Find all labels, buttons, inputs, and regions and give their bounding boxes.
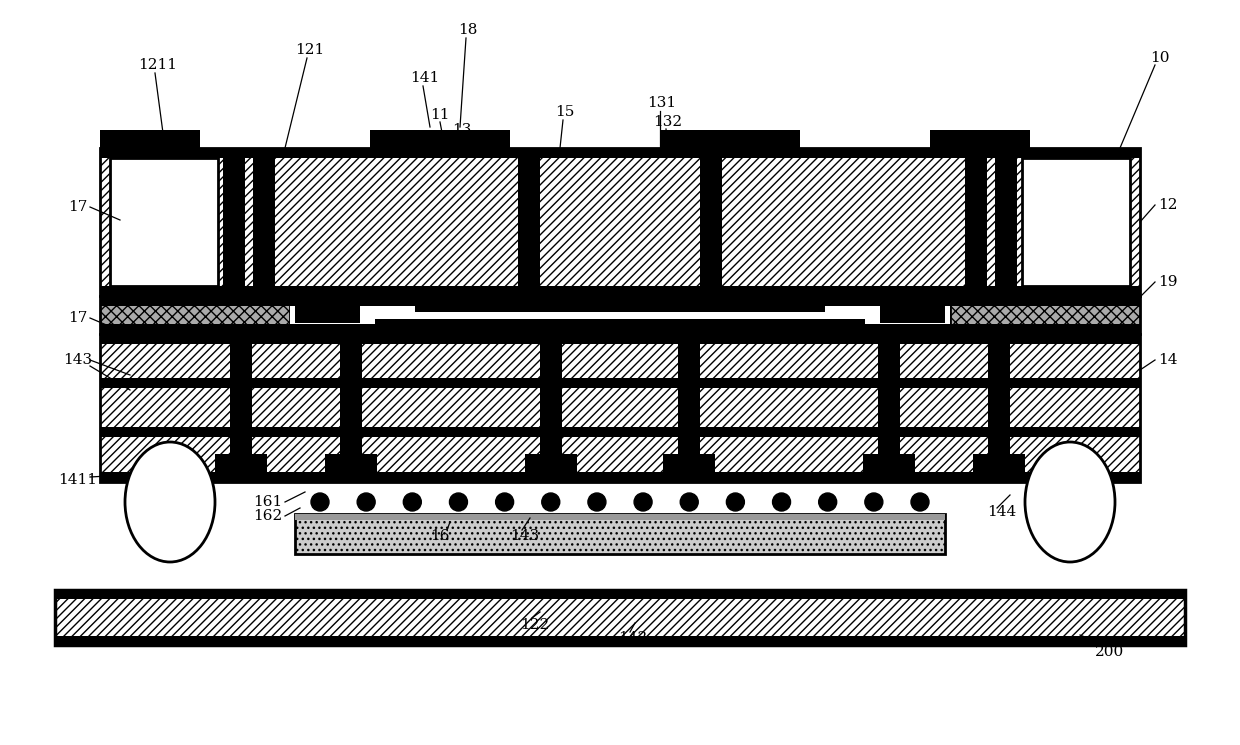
Bar <box>100 334 1140 482</box>
Bar <box>100 148 1140 296</box>
Bar <box>518 158 539 286</box>
Bar <box>100 324 1140 334</box>
Text: 19: 19 <box>1158 275 1178 289</box>
Bar <box>660 130 800 148</box>
Bar <box>55 590 1185 645</box>
Text: 200: 200 <box>1095 645 1125 659</box>
Text: 18: 18 <box>459 23 477 37</box>
Text: 162: 162 <box>253 509 283 523</box>
Bar <box>878 344 900 472</box>
Text: 12: 12 <box>1158 198 1178 212</box>
Bar <box>253 158 275 286</box>
Bar <box>950 296 1140 334</box>
Text: 1211: 1211 <box>139 58 177 72</box>
Bar <box>988 344 1011 472</box>
Text: 144: 144 <box>987 505 1017 519</box>
Text: 132: 132 <box>653 115 682 129</box>
Circle shape <box>634 493 652 511</box>
Circle shape <box>496 493 513 511</box>
Circle shape <box>911 493 929 511</box>
Bar <box>110 158 218 286</box>
Bar <box>215 454 267 472</box>
Text: 143: 143 <box>511 529 539 543</box>
Text: 141: 141 <box>410 71 440 85</box>
Bar <box>930 130 1030 148</box>
Bar <box>663 454 715 472</box>
Circle shape <box>449 493 467 511</box>
Text: 15: 15 <box>556 105 574 119</box>
Text: 13: 13 <box>453 123 471 137</box>
Ellipse shape <box>125 442 215 562</box>
Bar <box>539 344 562 472</box>
Text: 16: 16 <box>430 529 450 543</box>
Text: 10: 10 <box>1151 51 1169 65</box>
Bar <box>863 454 915 472</box>
Bar <box>100 286 1140 296</box>
Bar <box>55 636 1185 645</box>
Text: 11: 11 <box>430 108 450 122</box>
Circle shape <box>681 493 698 511</box>
Bar <box>678 344 701 472</box>
Bar <box>880 299 945 323</box>
Circle shape <box>357 493 376 511</box>
Text: 143: 143 <box>63 353 93 367</box>
Bar <box>55 590 1185 599</box>
Bar <box>295 299 360 323</box>
Bar <box>100 378 1140 388</box>
Bar <box>973 454 1025 472</box>
Bar <box>100 296 290 334</box>
Bar <box>340 344 362 472</box>
Text: 121: 121 <box>295 43 325 57</box>
Circle shape <box>818 493 837 511</box>
Bar <box>994 158 1017 286</box>
Bar <box>415 304 825 312</box>
Bar <box>295 514 945 554</box>
Bar <box>100 130 200 148</box>
Bar <box>290 296 950 334</box>
Bar <box>701 158 722 286</box>
Bar <box>370 130 510 148</box>
Text: 131: 131 <box>647 96 677 110</box>
Bar <box>1022 158 1130 286</box>
Bar <box>374 319 866 331</box>
Text: 142: 142 <box>619 631 647 645</box>
Text: 17: 17 <box>68 200 88 214</box>
Bar <box>965 158 987 286</box>
Bar <box>223 158 246 286</box>
Text: 14: 14 <box>1158 353 1178 367</box>
Circle shape <box>773 493 791 511</box>
Bar <box>100 296 1140 306</box>
Bar <box>100 472 1140 482</box>
Circle shape <box>403 493 422 511</box>
Circle shape <box>588 493 606 511</box>
Text: 122: 122 <box>521 618 549 632</box>
Bar <box>295 514 945 520</box>
Circle shape <box>727 493 744 511</box>
Bar <box>1022 158 1130 286</box>
Bar <box>325 454 377 472</box>
Text: 161: 161 <box>253 495 283 509</box>
Bar <box>100 334 1140 344</box>
Bar <box>100 427 1140 437</box>
Circle shape <box>864 493 883 511</box>
Bar <box>229 344 252 472</box>
Text: 1411: 1411 <box>58 473 98 487</box>
Circle shape <box>311 493 329 511</box>
Ellipse shape <box>1025 442 1115 562</box>
Bar <box>525 454 577 472</box>
Bar <box>100 148 1140 158</box>
Text: 17: 17 <box>68 311 88 325</box>
Bar <box>110 158 218 286</box>
Circle shape <box>542 493 559 511</box>
Bar <box>100 148 1140 482</box>
